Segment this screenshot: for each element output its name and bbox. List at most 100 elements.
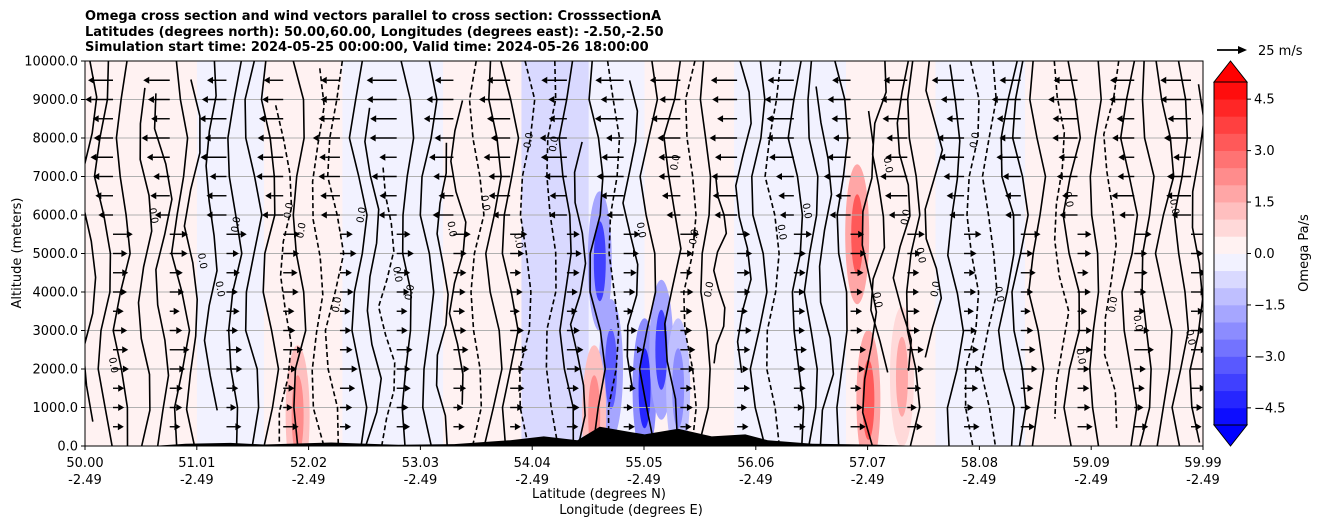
contour-label: 0.0 [774,223,788,241]
wind-vector [113,307,124,315]
wind-vector [937,134,965,142]
wind-vector [320,192,340,200]
wind-vector [1056,173,1078,180]
contour-line [545,61,559,445]
wind-vector-head [1027,327,1034,334]
wind-vector-head [318,115,325,123]
contour-label: 0.0 [900,208,914,226]
wind-vector-head [658,153,665,161]
wind-vector-head [661,192,668,200]
wind-vector-head [1197,250,1203,257]
contour-line [518,61,536,446]
wind-vector [453,250,467,257]
wind-vector [1077,288,1091,296]
wind-vector-head [297,346,304,354]
wind-vector [93,173,113,180]
wind-vector [623,327,638,334]
contour-label: 0.0 [230,216,244,234]
contour-label: 0.0 [969,131,983,149]
wind-vector-head [710,76,717,84]
wind-vector [907,230,925,238]
wind-vector-head [232,327,239,334]
wind-vector-head [486,115,493,123]
wind-vector [793,269,806,277]
wind-vector [396,307,408,315]
wind-vector-head [918,230,925,238]
wind-vector [1134,307,1146,315]
wind-vector [339,423,352,431]
wind-vector [226,307,240,315]
wind-vector-head [991,96,998,103]
wind-vector [226,423,242,431]
wind-vector [423,115,454,123]
wind-vector [226,250,239,257]
wind-vector [226,404,237,411]
wind-vector [226,384,239,392]
contour-line [997,61,1018,446]
wind-vector-head [1110,76,1117,84]
wind-vector-head [515,269,522,277]
wind-vector-head [176,404,183,411]
contour-line [861,110,878,446]
wind-vector [1053,76,1078,84]
wind-vector [850,384,862,392]
wind-vector [946,192,965,200]
wind-vector [453,307,466,315]
wind-vector-head [548,115,555,123]
wind-vector [396,250,414,257]
contour-line [1011,61,1029,446]
wind-vector [1134,327,1150,334]
wind-vector-head [93,173,100,180]
wind-vector-head [1117,173,1124,180]
wind-vector [711,173,738,180]
wind-vector-head [181,250,188,257]
wind-vector-head [594,115,601,123]
wind-vector-head [1167,115,1174,123]
wind-vector [339,346,353,354]
wind-vector-head [659,96,666,103]
wind-vector-head [779,211,786,219]
wind-vector-head [366,96,373,103]
wind-vector-head [176,327,183,334]
wind-vector-head [320,96,327,103]
wind-vector [991,96,1021,103]
wind-vector [490,134,511,142]
wind-vector [1077,327,1093,334]
contour-line [93,61,113,446]
wind-vector [510,327,524,334]
wind-vector-head [573,269,580,277]
wind-vector-head [517,327,524,334]
wind-vector [113,327,128,334]
wind-vector [1020,230,1041,238]
wind-vector [907,327,920,334]
colorbar-level [1214,287,1247,306]
wind-vector-head [121,288,128,296]
wind-vector-head [1112,134,1119,142]
y-tick-label: 0.0 [57,440,78,455]
wind-vector-head [913,269,920,277]
wind-vector-head [596,173,603,180]
wind-vector [601,153,624,161]
wind-vector [712,96,738,103]
wind-vector [258,115,284,123]
wind-vector [964,365,982,373]
wind-vector-head [717,115,724,123]
wind-vector [659,96,681,103]
colorbar-level [1214,82,1247,100]
terrain-profile [85,426,1203,446]
wind-vector [649,76,681,84]
wind-vector-head [766,134,773,142]
wind-vector [907,288,920,296]
x-tick-label-lat: 59.09 [1073,456,1110,471]
wind-vector [320,211,340,219]
title-line-3: Simulation start time: 2024-05-25 00:00:… [85,40,649,55]
wind-vector-head [970,250,977,257]
wind-vector [370,115,397,123]
wind-vector [766,115,794,123]
wind-vector-head [1139,307,1146,315]
wind-vector-head [651,115,658,123]
wind-vector [566,384,579,392]
contour-line [1171,61,1190,446]
wind-vector-head [514,423,521,431]
contour-label: 0.0 [522,132,536,150]
